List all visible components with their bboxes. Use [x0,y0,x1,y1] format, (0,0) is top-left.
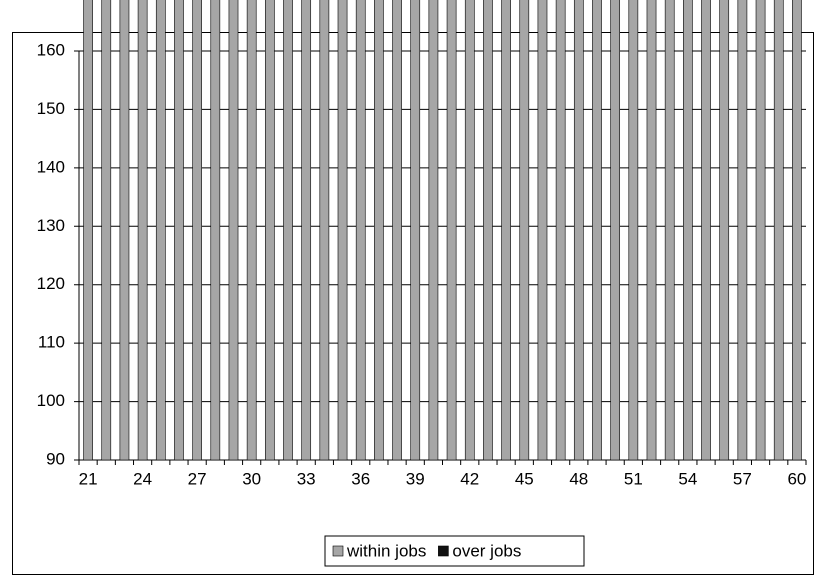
y-tick-label: 160 [37,40,65,59]
bar-segment [392,0,402,461]
x-tick-label: 27 [188,469,207,488]
bar-segment [446,0,457,461]
bar-segment [701,0,711,461]
x-tick-label: 36 [351,469,370,488]
y-tick-label: 120 [37,274,65,293]
y-tick-label: 110 [38,333,65,352]
bar-segment [137,0,148,461]
bar-segment [792,0,802,461]
bar-segment [374,0,384,461]
x-tick-label: 57 [733,469,752,488]
y-tick-label: 130 [37,216,65,235]
y-tick-label: 100 [37,391,65,410]
legend-label: within jobs [346,541,426,560]
bar-segment [719,0,730,461]
x-tick-label: 45 [515,469,534,488]
x-tick-label: 30 [242,469,261,488]
y-tick-label: 150 [37,99,65,118]
bar-segment [501,0,511,461]
bar-segment [83,0,93,461]
bar-segment [101,0,112,461]
x-tick-label: 42 [460,469,479,488]
bar-segment [483,0,493,461]
bar-segment [264,0,275,461]
y-tick-label: 140 [37,157,65,176]
x-tick-label: 21 [79,469,98,488]
bar-segment [319,0,330,461]
legend-label: over jobs [452,541,521,560]
bar-segment [519,0,530,461]
bar-segment [283,0,293,461]
x-tick-label: 48 [569,469,588,488]
bar-segment [337,0,348,461]
legend-swatch [332,545,344,557]
bar-segment [755,0,766,461]
y-tick-label: 90 [46,449,65,468]
x-tick-label: 60 [787,469,806,488]
bar-segment [555,0,566,461]
bar-segment [428,0,439,461]
bar-segment [646,0,657,461]
bar-segment [301,0,312,461]
bar-segment [174,0,184,461]
legend-swatch [438,545,449,557]
bar-segment [537,0,548,461]
bar-segment [664,0,675,461]
bar-segment [410,0,421,461]
bar-segment [737,0,748,461]
bar-segment [246,0,257,461]
x-tick-label: 39 [406,469,425,488]
bar-segment [683,0,693,461]
x-tick-label: 33 [297,469,316,488]
bar-segment [628,0,639,461]
legend-box [324,535,585,567]
bar-segment [610,0,621,461]
bar-segment [228,0,239,461]
bar-segment [773,0,784,461]
bar-segment [592,0,602,461]
bar-segment [355,0,366,461]
x-tick-label: 24 [133,469,152,488]
bar-segment [573,0,584,461]
bar-segment [192,0,202,461]
x-tick-label: 51 [624,469,643,488]
bar-segment [210,0,221,461]
x-tick-label: 54 [678,469,697,488]
bar-segment [464,0,475,461]
bar-segment [119,0,130,461]
bar-segment [155,0,166,461]
